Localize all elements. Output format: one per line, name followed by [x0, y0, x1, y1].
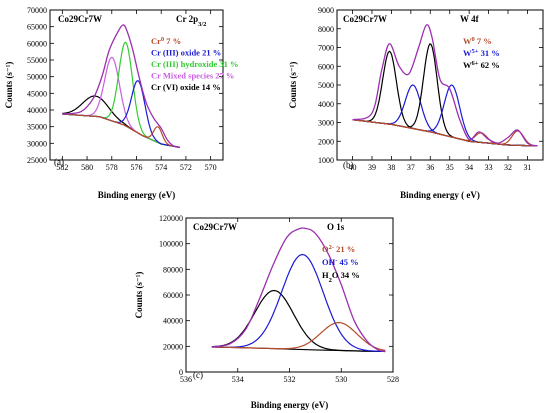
legend-entry: Cr (VI) oxide 14 % — [151, 82, 221, 92]
y-tick-label: 120000 — [159, 214, 183, 223]
panel-label: (a) — [54, 157, 64, 167]
y-tick-label: 7000 — [318, 44, 334, 53]
plot-area — [352, 24, 538, 147]
spectrum-title: Cr 2p3/2 — [176, 14, 206, 28]
x-tick-label: 572 — [180, 163, 192, 172]
x-tick-label: 576 — [131, 163, 143, 172]
y-tick-label: 25000 — [27, 156, 47, 165]
spectrum-title: W 4f — [460, 14, 480, 24]
y-tick-label: 0 — [179, 368, 183, 377]
chart-panel-2: 40 39 38 37 36 35 34 33 32 31 1000 2000 3000 4000 5000… — [288, 6, 544, 200]
component-peak-h2o — [211, 289, 386, 353]
x-axis-label: Binding energy (eV) — [251, 400, 329, 410]
component-peak-o2- — [211, 322, 386, 351]
x-tick-label: 528 — [387, 375, 399, 384]
sample-label: Co29Cr7W — [193, 222, 237, 232]
x-tick-label: 582 — [56, 163, 68, 172]
chart-panel-1: 582 580 578 576 574 572 570 25000 30000 35000 4000… — [4, 6, 239, 200]
sample-label: Co29Cr7W — [58, 14, 102, 24]
x-tick-label: 38 — [387, 163, 395, 172]
x-tick-label: 578 — [106, 163, 118, 172]
y-tick-label: 35000 — [27, 123, 47, 132]
legend-entry: Cr0 7 % — [151, 36, 181, 47]
y-tick-label: 40000 — [163, 317, 183, 326]
y-axis-label: Counts (s⁻¹) — [288, 62, 298, 109]
x-tick-label: 534 — [232, 375, 244, 384]
panel-label: (c) — [193, 370, 203, 380]
component-peak-w6-a — [352, 50, 538, 147]
y-tick-label: 40000 — [27, 106, 47, 115]
legend-entry: OH- 45 % — [322, 257, 359, 268]
legend-entry: H2O 34 % — [322, 270, 360, 284]
legend-entry: Cr Mixed species 27 % — [151, 71, 234, 81]
envelope-curve — [352, 24, 538, 147]
component-peak-w0-a — [352, 119, 538, 147]
component-peak-oh- — [211, 254, 386, 352]
legend-entry: O2- 21 % — [322, 244, 355, 255]
x-tick-label: 34 — [465, 163, 473, 172]
y-tick-label: 8000 — [318, 25, 334, 34]
y-tick-label: 20000 — [163, 342, 183, 351]
x-tick-label: 31 — [523, 163, 531, 172]
y-tick-label: 60000 — [27, 39, 47, 48]
envelope-curve — [62, 24, 180, 148]
envelope-curve — [211, 227, 386, 353]
x-tick-label: 40 — [349, 163, 357, 172]
y-tick-label: 2000 — [318, 137, 334, 146]
y-tick-label: 30000 — [27, 139, 47, 148]
y-tick-label: 1000 — [318, 156, 334, 165]
y-tick-label: 50000 — [27, 73, 47, 82]
x-tick-label: 35 — [446, 163, 454, 172]
y-axis-label: Counts (s⁻¹) — [134, 272, 144, 319]
sample-label: Co29Cr7W — [343, 14, 387, 24]
legend-entry: Cr (III) oxide 21 % — [151, 48, 221, 58]
y-tick-label: 80000 — [163, 265, 183, 274]
spectrum-title: O 1s — [327, 222, 345, 232]
chart-panel-3: 536 534 532 530 528 0 20000 40000 60000 80000 1000… — [134, 214, 399, 410]
y-tick-label: 55000 — [27, 56, 47, 65]
component-peak-cr0 — [62, 113, 180, 148]
legend-entry: Cr (III) hydroxide 31 % — [151, 59, 239, 69]
plot-area — [62, 24, 180, 148]
x-tick-label: 36 — [426, 163, 434, 172]
y-tick-label: 60000 — [163, 291, 183, 300]
component-peak-w0-b — [352, 119, 538, 147]
y-tick-label: 4000 — [318, 100, 334, 109]
x-axis-label: Binding energy ( eV) — [400, 190, 480, 200]
legend-entry: W5+ 31 % — [463, 48, 500, 59]
x-tick-label: 32 — [504, 163, 512, 172]
x-tick-label: 580 — [81, 163, 93, 172]
plot-area — [211, 227, 386, 353]
y-tick-label: 65000 — [27, 23, 47, 32]
legend-entry: W6+ 62 % — [463, 60, 500, 71]
y-axis-label: Counts (s⁻¹) — [4, 62, 14, 109]
y-tick-label: 45000 — [27, 89, 47, 98]
legend-entry: W0 7 % — [463, 36, 492, 47]
x-axis-label: Binding energy (eV) — [98, 190, 176, 200]
x-tick-label: 532 — [284, 375, 296, 384]
x-tick-label: 574 — [155, 163, 167, 172]
x-tick-label: 37 — [407, 163, 415, 172]
y-tick-label: 70000 — [27, 6, 47, 15]
x-tick-label: 530 — [335, 375, 347, 384]
x-tick-label: 570 — [205, 163, 217, 172]
plot-frame — [336, 9, 544, 161]
panel-label: (b) — [343, 160, 354, 170]
y-tick-label: 100000 — [159, 240, 183, 249]
y-tick-label: 5000 — [318, 81, 334, 90]
x-tick-label: 536 — [180, 375, 192, 384]
background-line — [352, 119, 538, 147]
x-tick-label: 33 — [485, 163, 493, 172]
y-tick-label: 6000 — [318, 62, 334, 71]
y-tick-label: 9000 — [318, 6, 334, 15]
x-tick-label: 39 — [368, 163, 376, 172]
y-tick-label: 3000 — [318, 119, 334, 128]
